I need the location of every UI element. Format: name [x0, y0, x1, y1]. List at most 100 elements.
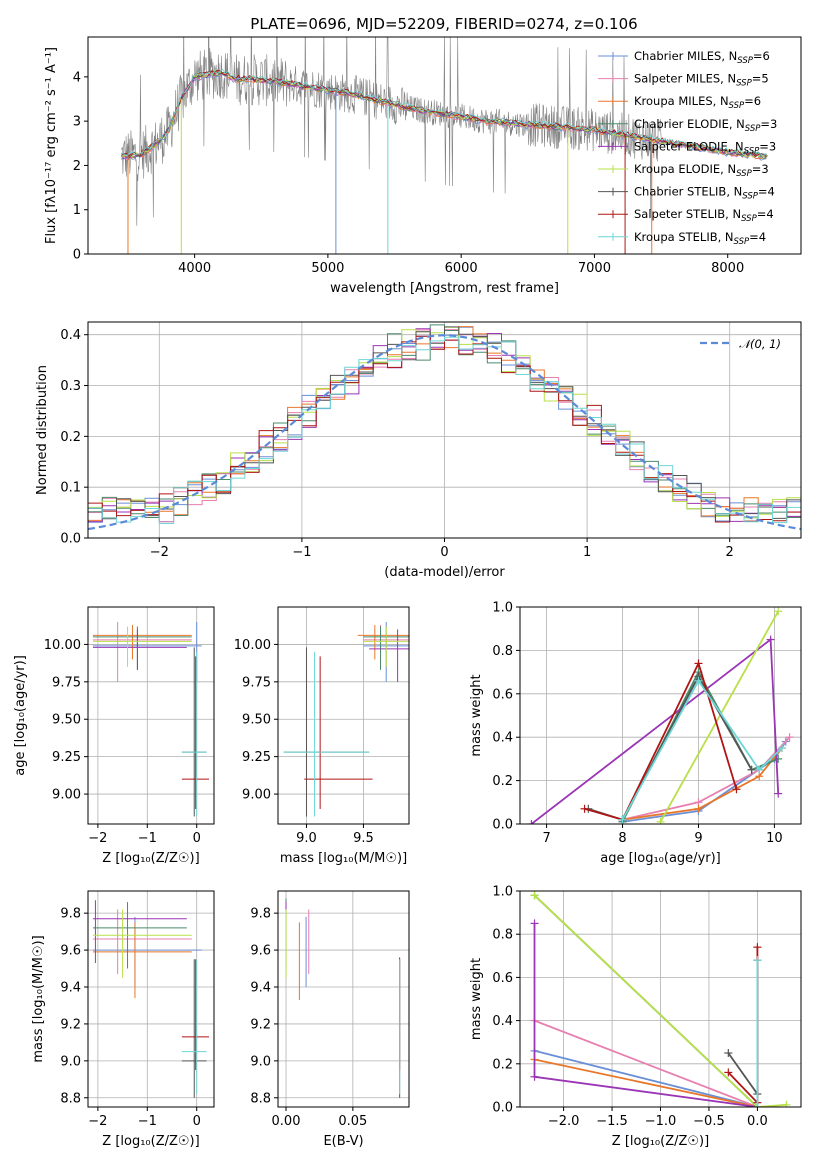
- x-tick-label: 8: [618, 831, 626, 846]
- y-tick-label: 0.2: [492, 774, 513, 789]
- weight-vs-age-plot-area: [520, 607, 801, 824]
- y-axis-label: age [log₁₀(age/yr)]: [13, 655, 28, 776]
- y-tick-label: 9.4: [60, 981, 81, 996]
- x-tick-label: 5000: [311, 261, 344, 276]
- x-tick-label: −1: [138, 1114, 157, 1129]
- mass-vs-Z-panel: −2 −1 0 8.8 9.0 9.2 9.4 9.6 9.8 Z [log₁₀(Z/Z☉)] ma…: [31, 890, 215, 1149]
- age-vs-Z-plot-area: [88, 607, 214, 824]
- x-tick-label: −1.0: [645, 1114, 677, 1129]
- x-tick-label: 1: [583, 545, 591, 560]
- legend-entry: Chabrier ELODIE, NSSP=3: [634, 117, 777, 134]
- weight-series-line: [534, 1019, 758, 1107]
- y-tick-label: 0.4: [60, 328, 81, 343]
- legend-entry: Salpeter MILES, NSSP=5: [634, 72, 769, 89]
- y-tick-label: 0.4: [492, 731, 513, 746]
- y-tick-label: 9.6: [60, 944, 81, 959]
- y-tick-label: 9.4: [250, 981, 271, 996]
- y-tick-label: 9.75: [52, 675, 81, 690]
- residuals-frame: [87, 321, 802, 539]
- weight-series-line: [534, 1058, 758, 1107]
- weight-vs-Z-plot-area: [520, 891, 801, 1107]
- weight-vs-Z-frame: [519, 890, 802, 1108]
- age-vs-Z-panel: −2 −1 0 9.00 9.25 9.50 9.75 10.00 Z [log₁₀(Z/Z☉)…: [13, 606, 215, 866]
- mass-vs-EBV-panel: 0.00 0.05 8.8 9.0 9.2 9.4 9.6 9.8 E(B-V): [250, 890, 410, 1149]
- x-tick-label: −2: [88, 1114, 107, 1129]
- mass-vs-Z-plot-area: [88, 891, 214, 1107]
- legend-entry: Kroupa STELIB, NSSP=4: [634, 230, 766, 247]
- age-vs-Z-frame: [87, 606, 215, 825]
- y-tick-label: 9.75: [242, 675, 271, 690]
- normal-curve: [88, 334, 801, 531]
- weight-series-line: [727, 947, 759, 1105]
- y-tick-label: 0.0: [60, 532, 81, 547]
- legend-entry: 𝒩(0, 1): [739, 337, 781, 351]
- y-tick-label: 9.8: [250, 907, 271, 922]
- y-tick-label: 8.8: [250, 1091, 271, 1106]
- age-vs-mass-plot-area: [278, 607, 409, 824]
- y-tick-label: 0.0: [492, 818, 513, 833]
- x-tick-label: −1: [292, 545, 311, 560]
- residual-histogram: [88, 335, 801, 523]
- x-axis-label: Z [log₁₀(Z/Z☉)]: [102, 1134, 199, 1149]
- weight-series-line: [622, 736, 791, 821]
- y-tick-label: 9.0: [250, 1054, 271, 1069]
- y-tick-label: 9.8: [60, 907, 81, 922]
- mass-vs-Z-frame: [87, 890, 215, 1108]
- x-tick-label: −2: [150, 545, 169, 560]
- spectrum-plot-area: [120, 37, 768, 254]
- y-tick-label: 9.50: [242, 713, 271, 728]
- x-tick-label: 9: [694, 831, 702, 846]
- x-tick-label: 10: [766, 831, 783, 846]
- y-axis-label: Normed distribution: [35, 365, 50, 495]
- y-tick-label: 3: [73, 115, 81, 130]
- weight-series-line: [588, 674, 753, 821]
- y-axis-label: mass weight: [469, 958, 484, 1040]
- legend-entry: Salpeter STELIB, NSSP=4: [634, 207, 774, 224]
- legend-entry: Kroupa MILES, NSSP=6: [634, 94, 761, 111]
- spectrum-panel: 4000 5000 6000 7000 8000 0 1 2 3 4 wavelength [Ang…: [44, 36, 802, 296]
- spectrum-frame: [87, 36, 802, 255]
- x-tick-label: 0.0: [747, 1114, 768, 1129]
- y-tick-label: 9.0: [60, 1054, 81, 1069]
- model-spectrum-line: [121, 68, 767, 157]
- x-axis-label: E(B-V): [323, 1134, 363, 1149]
- x-axis-label: Z [log₁₀(Z/Z☉)]: [612, 1134, 709, 1149]
- y-tick-label: 0.2: [492, 1057, 513, 1072]
- x-tick-label: 2: [726, 545, 734, 560]
- x-tick-label: 9.0: [296, 831, 317, 846]
- weight-series-line: [622, 741, 787, 823]
- weight-series-line: [727, 960, 759, 1097]
- data-spectrum-line: [121, 37, 768, 226]
- y-tick-label: 9.25: [242, 750, 271, 765]
- y-tick-label: 0.4: [492, 1014, 513, 1029]
- mass-vs-EBV-frame: [277, 890, 410, 1108]
- y-axis-label: Flux [fλ10⁻¹⁷ erg cm⁻² s⁻¹ A⁻¹]: [44, 47, 59, 244]
- weight-series-line: [530, 637, 780, 824]
- y-tick-label: 9.6: [250, 944, 271, 959]
- x-tick-label: 4000: [178, 261, 211, 276]
- residuals-plot-area: [88, 322, 801, 538]
- x-axis-label: mass [log₁₀(M/M☉)]: [280, 851, 407, 866]
- legend-entry: Chabrier STELIB, NSSP=4: [634, 185, 775, 202]
- y-tick-label: 1.0: [492, 601, 513, 616]
- x-tick-label: 7: [542, 831, 550, 846]
- x-tick-label: 0: [193, 831, 201, 846]
- figure-title: PLATE=0696, MJD=52209, FIBERID=0274, z=0…: [250, 15, 637, 33]
- weight-vs-age-frame: [519, 606, 802, 825]
- age-vs-mass-panel: 9.0 9.5 9.00 9.25 9.50 9.75 10.00 mass [log₁₀(M…: [234, 606, 410, 866]
- y-tick-label: 0: [73, 248, 81, 263]
- x-tick-label: −2: [88, 831, 107, 846]
- weight-series-line: [659, 610, 779, 823]
- y-tick-label: 10.00: [234, 638, 271, 653]
- x-tick-label: 0.00: [272, 1114, 301, 1129]
- legend-entry: Salpeter ELODIE, NSSP=3: [634, 139, 776, 156]
- y-tick-label: 0.8: [492, 644, 513, 659]
- y-tick-label: 9.2: [250, 1017, 271, 1032]
- y-tick-label: 0.1: [60, 481, 81, 496]
- x-tick-label: 8000: [711, 261, 744, 276]
- spectrum-legend: Chabrier MILES, NSSP=6 Salpeter MILES, NS…: [598, 49, 777, 247]
- x-axis-label: (data-model)/error: [384, 565, 505, 580]
- mass-vs-EBV-plot-area: [278, 891, 409, 1107]
- x-tick-label: −0.5: [693, 1114, 725, 1129]
- residual-histogram: [88, 336, 801, 524]
